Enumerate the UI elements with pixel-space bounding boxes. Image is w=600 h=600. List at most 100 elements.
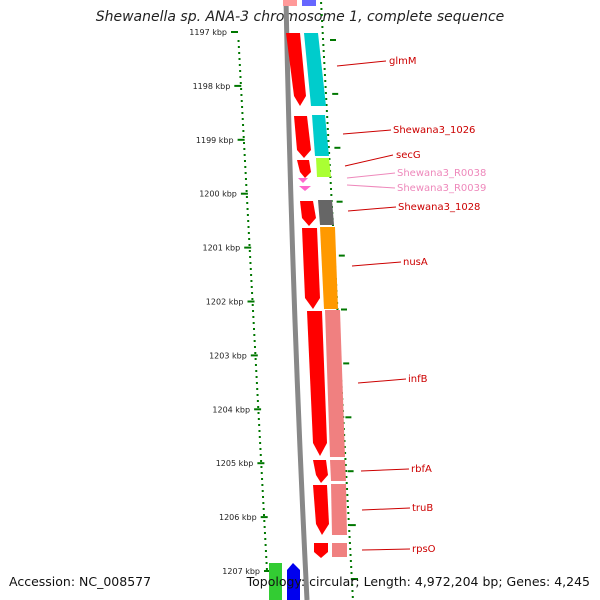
ring-dot (322, 50, 325, 52)
ring-dot (264, 544, 267, 546)
gene-arrow-shewana3-1028 (300, 201, 316, 226)
cog-block-secG (316, 158, 331, 177)
ring-dot (252, 322, 255, 324)
ring-dot (254, 352, 257, 354)
ring-dot (256, 388, 259, 390)
ring-dot (322, 56, 325, 58)
ring-dot (263, 532, 266, 534)
ring-dot (344, 452, 347, 454)
ring-dot (238, 52, 241, 54)
ring-dot (248, 250, 251, 252)
ring-dot (245, 184, 248, 186)
ring-dot (252, 310, 255, 312)
ring-dot (245, 196, 248, 198)
label-shewana3-1026: Shewana3_1026 (393, 125, 475, 136)
gene-arrow-secG (297, 160, 311, 178)
ring-dot (324, 80, 327, 82)
ring-dot (255, 376, 258, 378)
ring-dot (349, 548, 352, 550)
gene-arrow-shewana3-1026 (294, 116, 311, 158)
leader-rpsO (361, 548, 411, 551)
ring-dot (345, 476, 348, 478)
ring-dot (330, 194, 333, 196)
ring-dot (244, 166, 247, 168)
ring-dot (242, 124, 245, 126)
ring-dot (250, 274, 253, 276)
ring-dot (248, 238, 251, 240)
ring-dot (253, 346, 256, 348)
gene-arrow-infB (307, 311, 327, 456)
ring-dot (344, 458, 347, 460)
ring-dot (257, 406, 260, 408)
ring-dot (327, 146, 330, 148)
leader-glmM (336, 60, 387, 67)
label-glmM: glmM (389, 56, 417, 67)
ring-dot (250, 286, 253, 288)
scale-tick-label: 1202 kbp (206, 298, 244, 307)
ring-dot (347, 524, 350, 526)
ring-dot (259, 442, 262, 444)
ring-dot (320, 8, 323, 10)
ring-dot (248, 244, 251, 246)
scale-tick-label: 1207 kbp (222, 567, 260, 576)
kbp-scale: 1197 kbp 1198 kbp 1199 kbp 1200 kbp 1201 kbp… (189, 28, 271, 576)
ring-dot (325, 98, 328, 100)
scale-tick-label: 1200 kbp (199, 190, 237, 199)
ring-dot (320, 14, 323, 16)
ring-dot (262, 508, 265, 510)
ring-dot (322, 44, 325, 46)
scale-tick-label: 1197 kbp (189, 28, 227, 37)
ring-dot (250, 280, 253, 282)
ring-dot (240, 94, 243, 96)
ring-dot (258, 430, 261, 432)
accession-label: Accession: NC_008577 (9, 574, 152, 589)
ring-dot (254, 364, 257, 366)
ring-dot (350, 572, 353, 574)
ring-dot (251, 292, 254, 294)
map-title: Shewanella sp. ANA-3 chromosome 1, compl… (95, 9, 505, 25)
ring-dot (323, 62, 326, 64)
ring-dot (328, 158, 331, 160)
gene-arrow-rbfA (313, 460, 328, 483)
ring-dot (247, 232, 250, 234)
ring-dot (247, 226, 250, 228)
gene-arrow-glmM (286, 33, 306, 106)
ring-dot (253, 328, 256, 330)
ring-dot (261, 490, 264, 492)
leader-truB (361, 507, 411, 511)
ring-dot (326, 122, 329, 124)
ring-dot (256, 394, 259, 396)
ring-dot (264, 550, 267, 552)
ring-dot (244, 178, 247, 180)
ring-dot (249, 268, 252, 270)
cds-track (286, 33, 329, 558)
ring-dot (351, 590, 354, 592)
ring-dot (251, 304, 254, 306)
ring-dot (243, 142, 246, 144)
ring-dot (257, 412, 260, 414)
ring-dot (256, 400, 259, 402)
ring-dot (240, 88, 243, 90)
ring-dot (249, 262, 252, 264)
ring-dot (349, 560, 352, 562)
ring-dot (254, 358, 257, 360)
ring-dot (251, 298, 254, 300)
ring-dot (343, 440, 346, 442)
ring-dot (249, 256, 252, 258)
leader-1026 (342, 129, 392, 135)
ring-dot (326, 116, 329, 118)
ring-dot (326, 128, 329, 130)
label-shewana3-r0039: Shewana3_R0039 (397, 183, 486, 194)
ring-dot (348, 536, 351, 538)
label-shewana3-1028: Shewana3_1028 (398, 202, 480, 213)
ring-dot (347, 518, 350, 520)
cog-block-rpsO (332, 543, 347, 557)
scale-tick-label: 1199 kbp (196, 136, 234, 145)
ring-dot (252, 316, 255, 318)
leader-nusA (351, 261, 402, 267)
ring-dot (347, 512, 350, 514)
ring-dot (240, 100, 243, 102)
ring-dot (344, 464, 347, 466)
ring-dot (328, 164, 331, 166)
ring-dot (323, 68, 326, 70)
